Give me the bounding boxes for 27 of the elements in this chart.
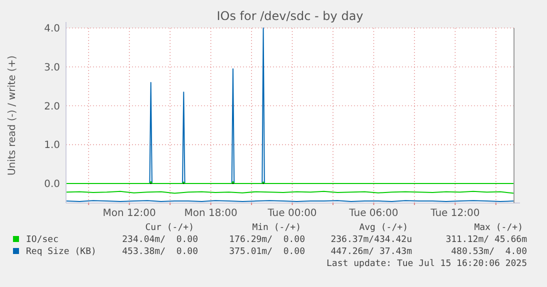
chart-title: IOs for /dev/sdc - by day <box>216 9 364 23</box>
text: 311.12m/ 45.66m <box>446 235 527 245</box>
legend-label: IO/sec <box>26 235 59 245</box>
x-tick-label: Tue 12:00 <box>430 208 480 219</box>
y-tick-label: 3.0 <box>44 62 60 74</box>
y-tick-label: 1.0 <box>44 140 60 152</box>
legend-label: Req Size (KB) <box>26 247 96 257</box>
x-tick-label: Tue 00:00 <box>266 208 317 219</box>
text: 480.53m/ 4.00 <box>451 247 527 257</box>
y-tick-label: 2.0 <box>44 101 60 112</box>
text: 176.29m/ 0.00 <box>229 235 305 245</box>
text: Max (-/+) <box>474 223 523 233</box>
text: 375.01m/ 0.00 <box>229 247 305 257</box>
text: 234.04m/ 0.00 <box>122 235 198 245</box>
text: Cur (-/+) <box>145 223 194 233</box>
y-axis-title: Units read (-) / write (+) <box>7 55 18 176</box>
text: 236.37m/434.42u <box>330 235 412 245</box>
y-tick-label: 4.0 <box>44 24 60 34</box>
text: Last update: Tue Jul 15 16:20:06 2025 <box>326 259 527 269</box>
text: Min (-/+) <box>252 223 301 233</box>
text: 447.26m/ 37.43m <box>330 247 412 257</box>
x-tick-label: Tue 06:00 <box>348 208 398 219</box>
y-tick-label: 0.0 <box>44 179 60 190</box>
text: Avg (-/+) <box>359 223 408 233</box>
x-tick-label: Mon 12:00 <box>102 208 156 219</box>
x-tick-label: Mon 18:00 <box>184 208 238 219</box>
text: 453.38m/ 0.00 <box>122 247 198 257</box>
